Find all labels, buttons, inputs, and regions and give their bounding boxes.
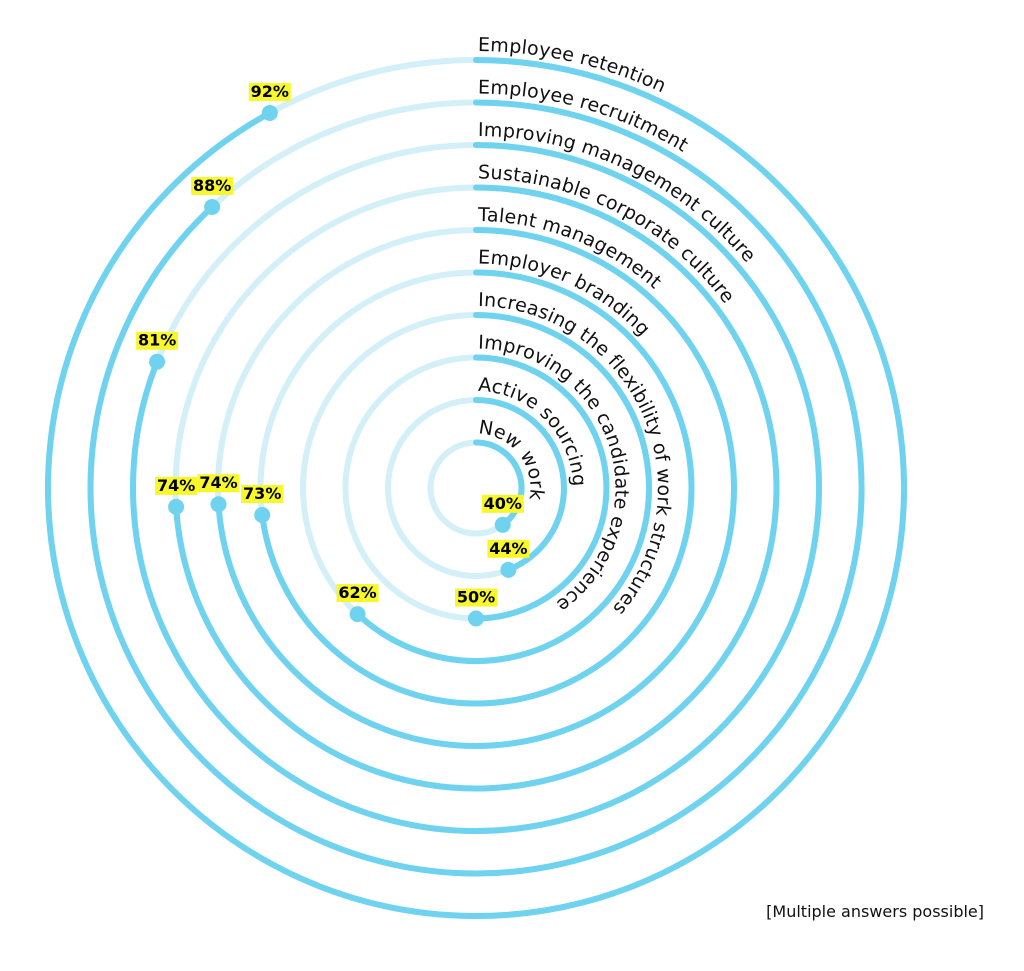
value-label-improving-management-culture: 81% xyxy=(136,331,179,350)
svg-text:74%: 74% xyxy=(157,476,195,495)
svg-text:50%: 50% xyxy=(457,588,495,607)
bar-end-active-sourcing xyxy=(500,561,517,578)
bar-new-work xyxy=(473,439,525,528)
bar-end-employer-branding xyxy=(254,507,271,524)
bar-end-improving-the-candidate-experience xyxy=(468,610,484,627)
bar-increasing-the-flexibility-of-work-structures xyxy=(354,312,652,664)
bar-employee-recruitment xyxy=(87,99,865,877)
value-label-employer-branding: 73% xyxy=(241,484,284,504)
value-label-improving-the-candidate-experience: 50% xyxy=(455,588,497,607)
bar-improving-the-candidate-experience xyxy=(473,354,610,622)
svg-text:62%: 62% xyxy=(338,583,376,602)
svg-text:81%: 81% xyxy=(138,331,176,350)
bar-end-sustainable-corporate-culture xyxy=(168,498,185,515)
value-labels: 92% 88% 81% 74% 74% 73% 62% 50% 44% 40% xyxy=(136,82,530,607)
bar-employer-branding xyxy=(259,269,695,707)
value-label-talent-management: 74% xyxy=(197,473,240,493)
bar-employee-retention xyxy=(45,57,907,919)
value-label-employee-recruitment: 88% xyxy=(191,176,234,195)
value-label-new-work: 40% xyxy=(481,494,524,513)
svg-text:73%: 73% xyxy=(243,484,281,503)
footnote: [Multiple answers possible] xyxy=(766,902,984,921)
svg-text:92%: 92% xyxy=(251,82,289,101)
bar-end-employee-recruitment xyxy=(204,198,221,215)
bar-sustainable-corporate-culture xyxy=(173,184,780,792)
bar-active-sourcing xyxy=(473,397,567,573)
bar-improving-management-culture xyxy=(130,142,822,834)
value-label-employee-retention: 92% xyxy=(248,82,291,101)
svg-text:88%: 88% xyxy=(193,176,231,195)
value-arcs xyxy=(45,57,907,919)
svg-text:40%: 40% xyxy=(484,494,522,513)
bar-talent-management xyxy=(215,227,737,749)
bar-end-improving-management-culture xyxy=(149,353,166,370)
bar-end-new-work xyxy=(494,516,511,533)
bar-end-talent-management xyxy=(210,496,227,513)
value-label-sustainable-corporate-culture: 74% xyxy=(155,476,198,495)
bar-end-employee-retention xyxy=(261,104,278,121)
bar-end-increasing-the-flexibility-of-work-structures xyxy=(349,606,366,623)
value-label-active-sourcing: 44% xyxy=(487,539,530,558)
value-label-increasing-the-flexibility-of-work-structures: 62% xyxy=(336,583,379,603)
svg-text:74%: 74% xyxy=(199,473,237,492)
svg-text:44%: 44% xyxy=(489,539,527,558)
